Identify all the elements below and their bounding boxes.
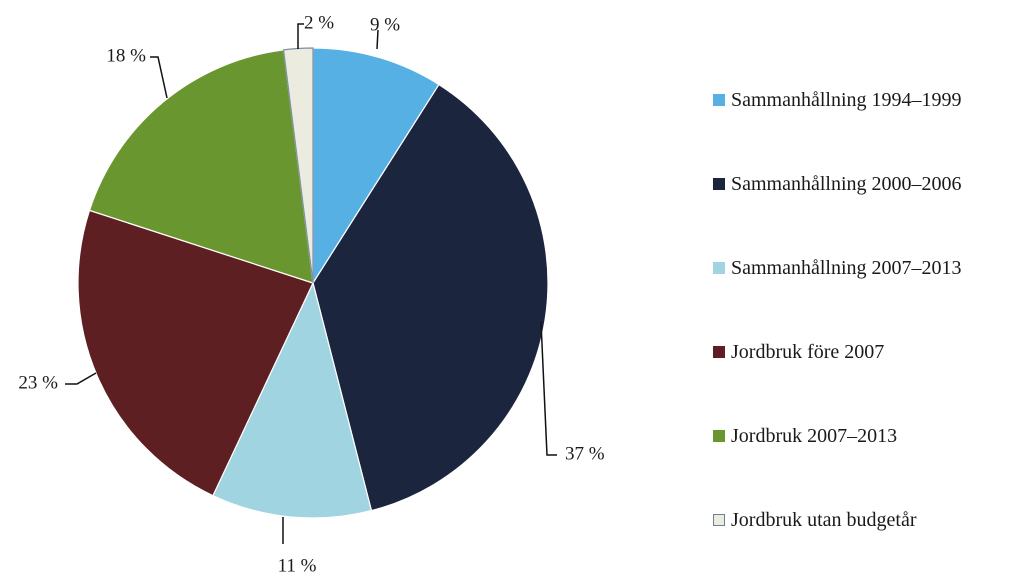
legend-label: Jordbruk utan budgetår <box>731 508 917 531</box>
pie-slice-2 <box>312 83 549 512</box>
leader-line-2 <box>540 321 557 456</box>
legend-label: Sammanhållning 2000–2006 <box>731 172 962 195</box>
pie-slice-5 <box>88 49 314 284</box>
legend-swatch <box>713 346 725 358</box>
legend-swatch <box>713 514 725 526</box>
legend-swatch <box>713 178 725 190</box>
pie-slices <box>77 47 549 519</box>
legend-item-2: Sammanhållning 2000–2006 <box>713 142 1018 226</box>
legend-item-1: Sammanhållning 1994–1999 <box>713 58 1018 142</box>
value-label-6: 2 % <box>304 12 334 33</box>
legend-label: Sammanhållning 1994–1999 <box>731 88 962 111</box>
legend-item-4: Jordbruk före 2007 <box>713 310 1018 394</box>
value-label-3: 11 % <box>278 555 317 576</box>
value-label-2: 37 % <box>565 443 605 464</box>
legend-swatch <box>713 94 725 106</box>
legend-item-5: Jordbruk 2007–2013 <box>713 394 1018 478</box>
legend-swatch <box>713 430 725 442</box>
value-labels: 9 % 37 % 11 % 23 % 18 % 2 % <box>18 12 604 576</box>
value-label-4: 23 % <box>18 372 58 393</box>
pie-slice-4 <box>77 209 314 497</box>
legend-swatch <box>713 262 725 274</box>
legend: Sammanhållning 1994–1999 Sammanhållning 2… <box>713 58 1018 562</box>
leader-lines <box>65 23 557 544</box>
leader-line-6 <box>297 23 304 49</box>
leader-line-1 <box>376 29 379 50</box>
legend-item-6: Jordbruk utan budgetår <box>713 478 1018 562</box>
legend-item-3: Sammanhållning 2007–2013 <box>713 226 1018 310</box>
value-label-5: 18 % <box>106 45 146 66</box>
legend-label: Jordbruk före 2007 <box>731 340 885 363</box>
leader-line-5 <box>150 56 168 99</box>
value-label-1: 9 % <box>370 14 400 35</box>
leader-line-4 <box>65 372 97 385</box>
legend-label: Jordbruk 2007–2013 <box>731 424 898 447</box>
pie-slice-3 <box>212 281 373 519</box>
legend-label: Sammanhållning 2007–2013 <box>731 256 962 279</box>
pie-slice-1 <box>312 47 440 286</box>
